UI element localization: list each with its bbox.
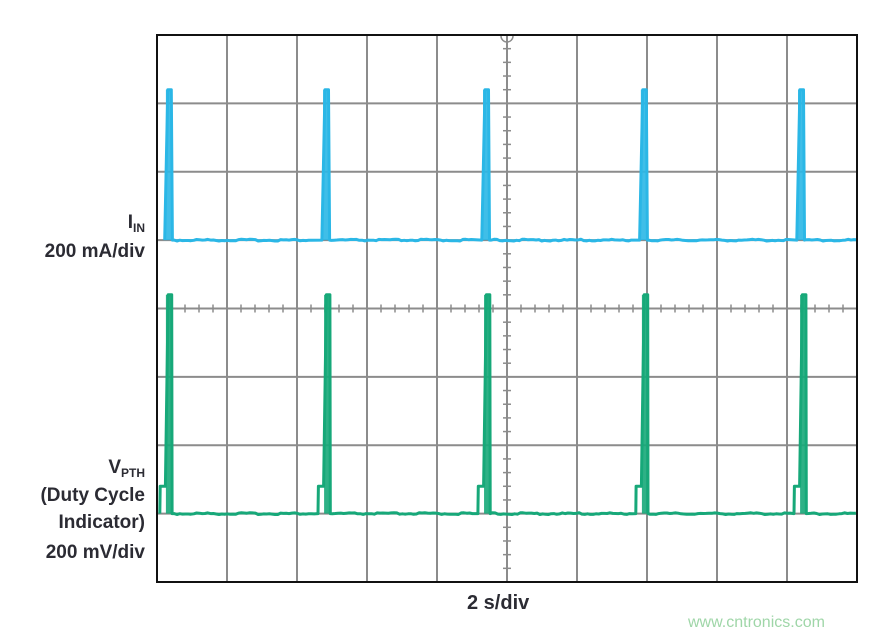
vpth-desc-1: (Duty Cycle — [40, 485, 145, 506]
vpth-subscript: PTH — [121, 466, 145, 480]
iin-subscript: IN — [133, 221, 145, 235]
vpth-desc-2: Indicator) — [58, 512, 145, 533]
pulse-pth — [324, 294, 331, 514]
iin-label: IIN — [128, 211, 145, 240]
pulse-pth — [484, 294, 491, 514]
pulse-pth — [641, 294, 648, 514]
x-axis-label: 2 s/div — [467, 592, 530, 614]
pulse-in — [165, 89, 172, 241]
watermark: www.cntronics.com — [688, 614, 825, 631]
trace-pth — [158, 293, 856, 516]
vpth-name: V — [108, 457, 121, 478]
pulse-pth — [165, 294, 172, 514]
pulse-in — [798, 89, 804, 241]
pulse-pth — [800, 294, 807, 514]
trigger-marker — [500, 35, 514, 43]
iin-scale: 200 mA/div — [44, 241, 145, 262]
plot-border — [156, 34, 858, 583]
traces — [158, 88, 857, 516]
pulse-in — [323, 89, 330, 241]
pulse-in — [483, 89, 489, 241]
grid — [157, 35, 857, 582]
trace-in — [163, 88, 857, 243]
vpth-scale: 200 mV/div — [45, 542, 145, 563]
vpth-label: VPTH — [108, 456, 145, 485]
pulse-in — [640, 89, 647, 241]
iin-name: I — [127, 212, 133, 233]
